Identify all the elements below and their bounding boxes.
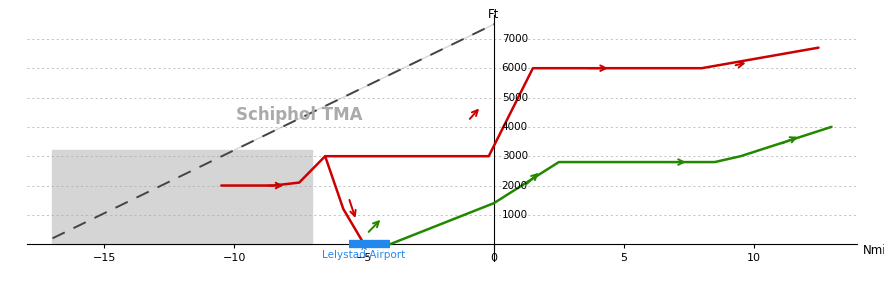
Text: 4000: 4000: [502, 122, 528, 132]
Text: 2000: 2000: [502, 180, 528, 191]
Polygon shape: [52, 24, 494, 238]
Text: 5000: 5000: [502, 92, 528, 103]
Polygon shape: [52, 150, 312, 244]
Text: Nmile: Nmile: [863, 244, 884, 257]
Text: 6000: 6000: [502, 63, 528, 73]
Text: 3000: 3000: [502, 151, 528, 161]
Text: 7000: 7000: [502, 34, 528, 44]
Text: Lelystad-Airport: Lelystad-Airport: [323, 245, 406, 260]
Text: Schiphol TMA: Schiphol TMA: [236, 106, 362, 124]
Text: Ft: Ft: [488, 8, 499, 21]
Text: 1000: 1000: [502, 210, 528, 220]
